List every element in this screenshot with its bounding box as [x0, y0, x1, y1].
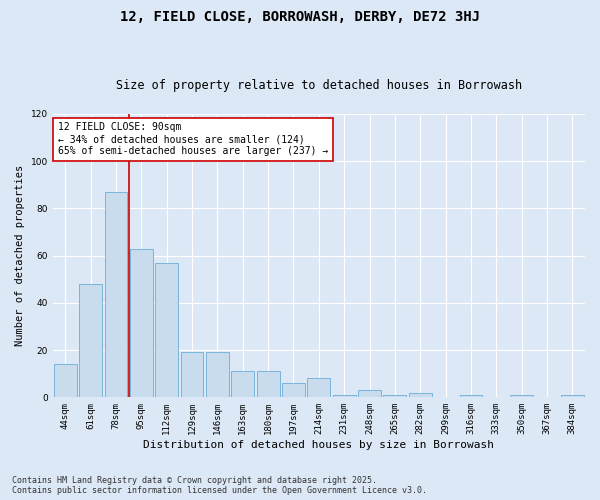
- Bar: [282, 383, 305, 398]
- Text: 12 FIELD CLOSE: 90sqm
← 34% of detached houses are smaller (124)
65% of semi-det: 12 FIELD CLOSE: 90sqm ← 34% of detached …: [58, 122, 328, 156]
- Y-axis label: Number of detached properties: Number of detached properties: [15, 165, 25, 346]
- Bar: [333, 395, 356, 398]
- Bar: [358, 390, 381, 398]
- Bar: [307, 378, 330, 398]
- Bar: [130, 248, 153, 398]
- Bar: [54, 364, 77, 398]
- Bar: [409, 392, 431, 398]
- Bar: [561, 395, 584, 398]
- Bar: [206, 352, 229, 398]
- X-axis label: Distribution of detached houses by size in Borrowash: Distribution of detached houses by size …: [143, 440, 494, 450]
- Bar: [257, 372, 280, 398]
- Bar: [383, 395, 406, 398]
- Bar: [79, 284, 102, 398]
- Text: 12, FIELD CLOSE, BORROWASH, DERBY, DE72 3HJ: 12, FIELD CLOSE, BORROWASH, DERBY, DE72 …: [120, 10, 480, 24]
- Bar: [181, 352, 203, 398]
- Text: Contains HM Land Registry data © Crown copyright and database right 2025.
Contai: Contains HM Land Registry data © Crown c…: [12, 476, 427, 495]
- Bar: [232, 372, 254, 398]
- Bar: [510, 395, 533, 398]
- Bar: [104, 192, 127, 398]
- Bar: [460, 395, 482, 398]
- Title: Size of property relative to detached houses in Borrowash: Size of property relative to detached ho…: [116, 79, 522, 92]
- Bar: [155, 262, 178, 398]
